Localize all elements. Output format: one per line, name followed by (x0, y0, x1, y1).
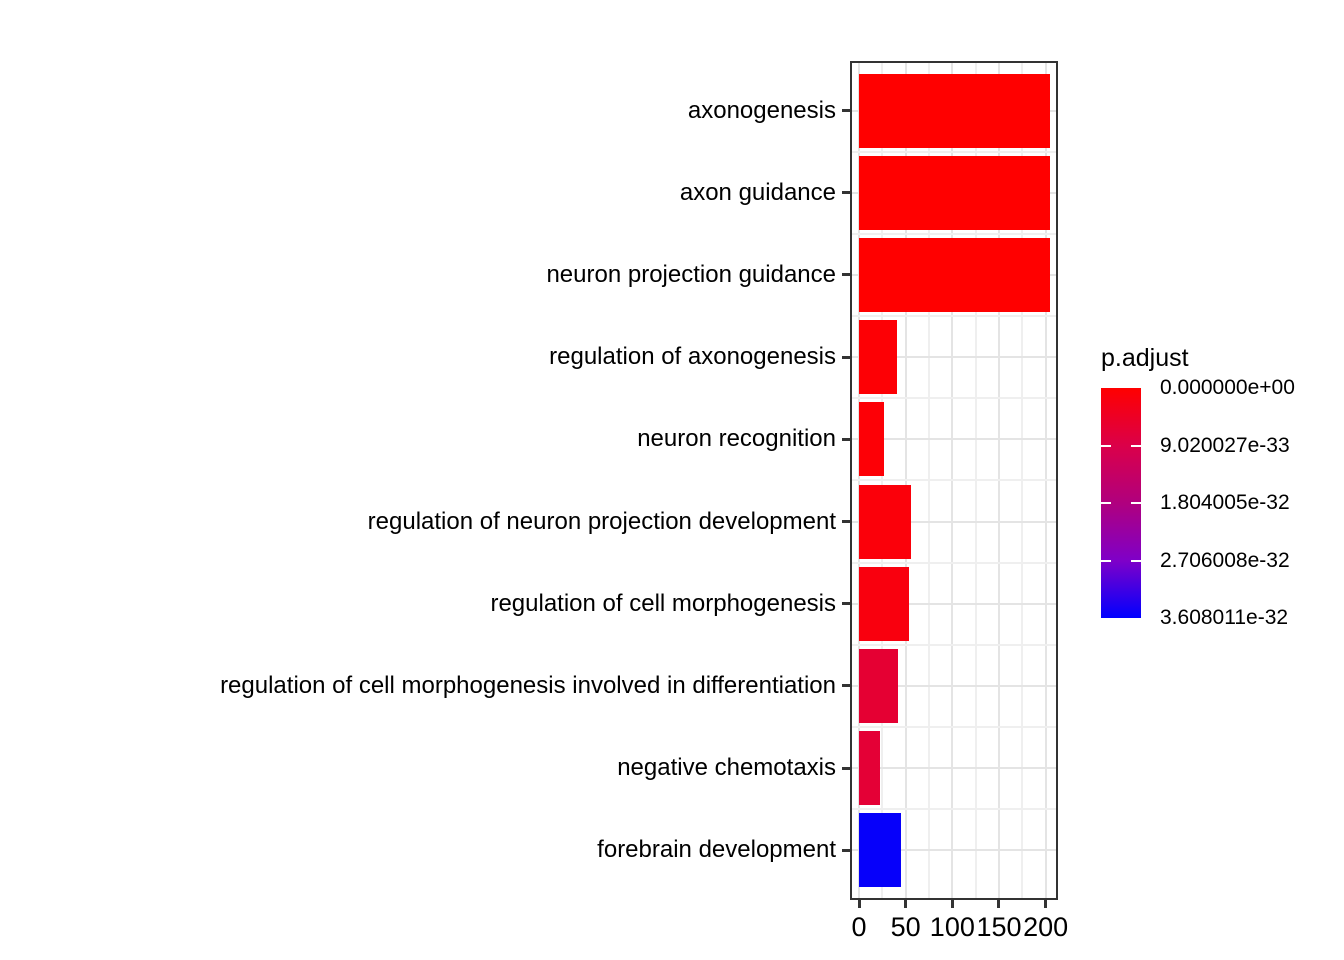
legend-tick-mark-left (1101, 502, 1111, 504)
gridline-minor-row-5 (850, 561, 1058, 564)
gridline-major-row-4 (850, 438, 1058, 441)
x-tick-label: 50 (890, 912, 921, 942)
gridline-major-row-7 (850, 684, 1058, 687)
y-tick-mark (842, 766, 850, 770)
y-tick-label: forebrain development (597, 836, 836, 864)
x-tick-mark (1044, 900, 1048, 908)
y-tick-mark (842, 520, 850, 523)
bar-regulation-of-neuron-projection-development (859, 484, 912, 559)
x-tick-label: 0 (851, 912, 867, 942)
gridline-minor-row-7 (850, 726, 1058, 728)
legend-tick-label: 1.804005e-32 (1160, 491, 1290, 514)
legend-title: p.adjust (1101, 344, 1189, 372)
gridline-minor-row-6 (850, 643, 1058, 646)
y-tick-mark (842, 684, 850, 688)
gridline-major-row-9 (850, 849, 1058, 852)
legend-tick-label: 9.020027e-33 (1160, 433, 1290, 457)
gridline-minor-row-1 (850, 232, 1058, 235)
bar-neuron-projection-guidance (859, 237, 1051, 312)
x-tick-mark (857, 900, 861, 908)
x-tick-label: 100 (929, 912, 975, 942)
bar-forebrain-development (859, 813, 901, 888)
bar-neuron-recognition (859, 402, 885, 477)
gridline-minor-row-8 (850, 808, 1058, 811)
x-tick-mark (997, 900, 1001, 908)
legend-tick-mark-right (1131, 559, 1141, 562)
plot-panel (850, 61, 1058, 900)
gridline-minor-row-0 (850, 150, 1058, 153)
legend-tick-mark-right (1131, 444, 1141, 447)
bar-regulation-of-axonogenesis (859, 320, 898, 395)
y-tick-label: neuron projection guidance (546, 260, 836, 288)
y-tick-label: regulation of neuron projection developm… (367, 507, 836, 535)
legend-tick-label: 2.706008e-32 (1160, 548, 1290, 572)
bar-axon-guidance (859, 155, 1051, 230)
y-tick-mark (842, 355, 850, 359)
gridline-minor-row-4 (850, 479, 1058, 482)
legend-tick-label: 0.000000e+00 (1160, 376, 1295, 399)
y-tick-label: regulation of cell morphogenesis (490, 589, 836, 617)
y-tick-label: axon guidance (679, 178, 836, 206)
y-tick-label: axonogenesis (687, 96, 836, 124)
gridline-major-row-3 (850, 356, 1058, 359)
x-tick-mark (950, 900, 954, 908)
legend-tick-mark-left (1101, 444, 1111, 447)
bar-axonogenesis (859, 73, 1051, 148)
legend-p-adjust: p.adjust 0.000000e+00 9.020027e-33 1.80400… (1101, 344, 1344, 644)
y-tick-mark (842, 437, 850, 441)
gridline-major-row-6 (850, 602, 1058, 605)
bar-regulation-of-cell-morphogenesis (859, 566, 910, 641)
y-tick-mark (842, 109, 850, 112)
x-tick-label: 200 (1023, 912, 1069, 942)
y-tick-mark (842, 273, 850, 277)
x-tick-mark (904, 900, 908, 908)
gridline-major-row-5 (850, 520, 1058, 523)
legend-tick-mark-right (1131, 502, 1141, 504)
legend-tick-label: 3.608011e-32 (1160, 606, 1289, 629)
x-tick-label: 150 (976, 912, 1022, 942)
gridline-minor-row-2 (850, 315, 1058, 317)
y-tick-label: negative chemotaxis (617, 753, 836, 781)
y-tick-label: neuron recognition (637, 425, 836, 453)
gridline-major-row-8 (850, 767, 1058, 770)
y-tick-label: regulation of cell morphogenesis involve… (220, 671, 836, 699)
bar-regulation-of-cell-morphogenesis-involved-in-differentiation (859, 648, 899, 723)
gridline-minor-row-3 (850, 397, 1058, 400)
y-tick-mark (842, 602, 850, 606)
y-tick-mark (842, 848, 850, 852)
bar-negative-chemotaxis (859, 731, 881, 806)
legend-tick-mark-left (1101, 559, 1111, 562)
y-tick-mark (842, 191, 850, 195)
y-tick-label: regulation of axonogenesis (549, 342, 836, 370)
